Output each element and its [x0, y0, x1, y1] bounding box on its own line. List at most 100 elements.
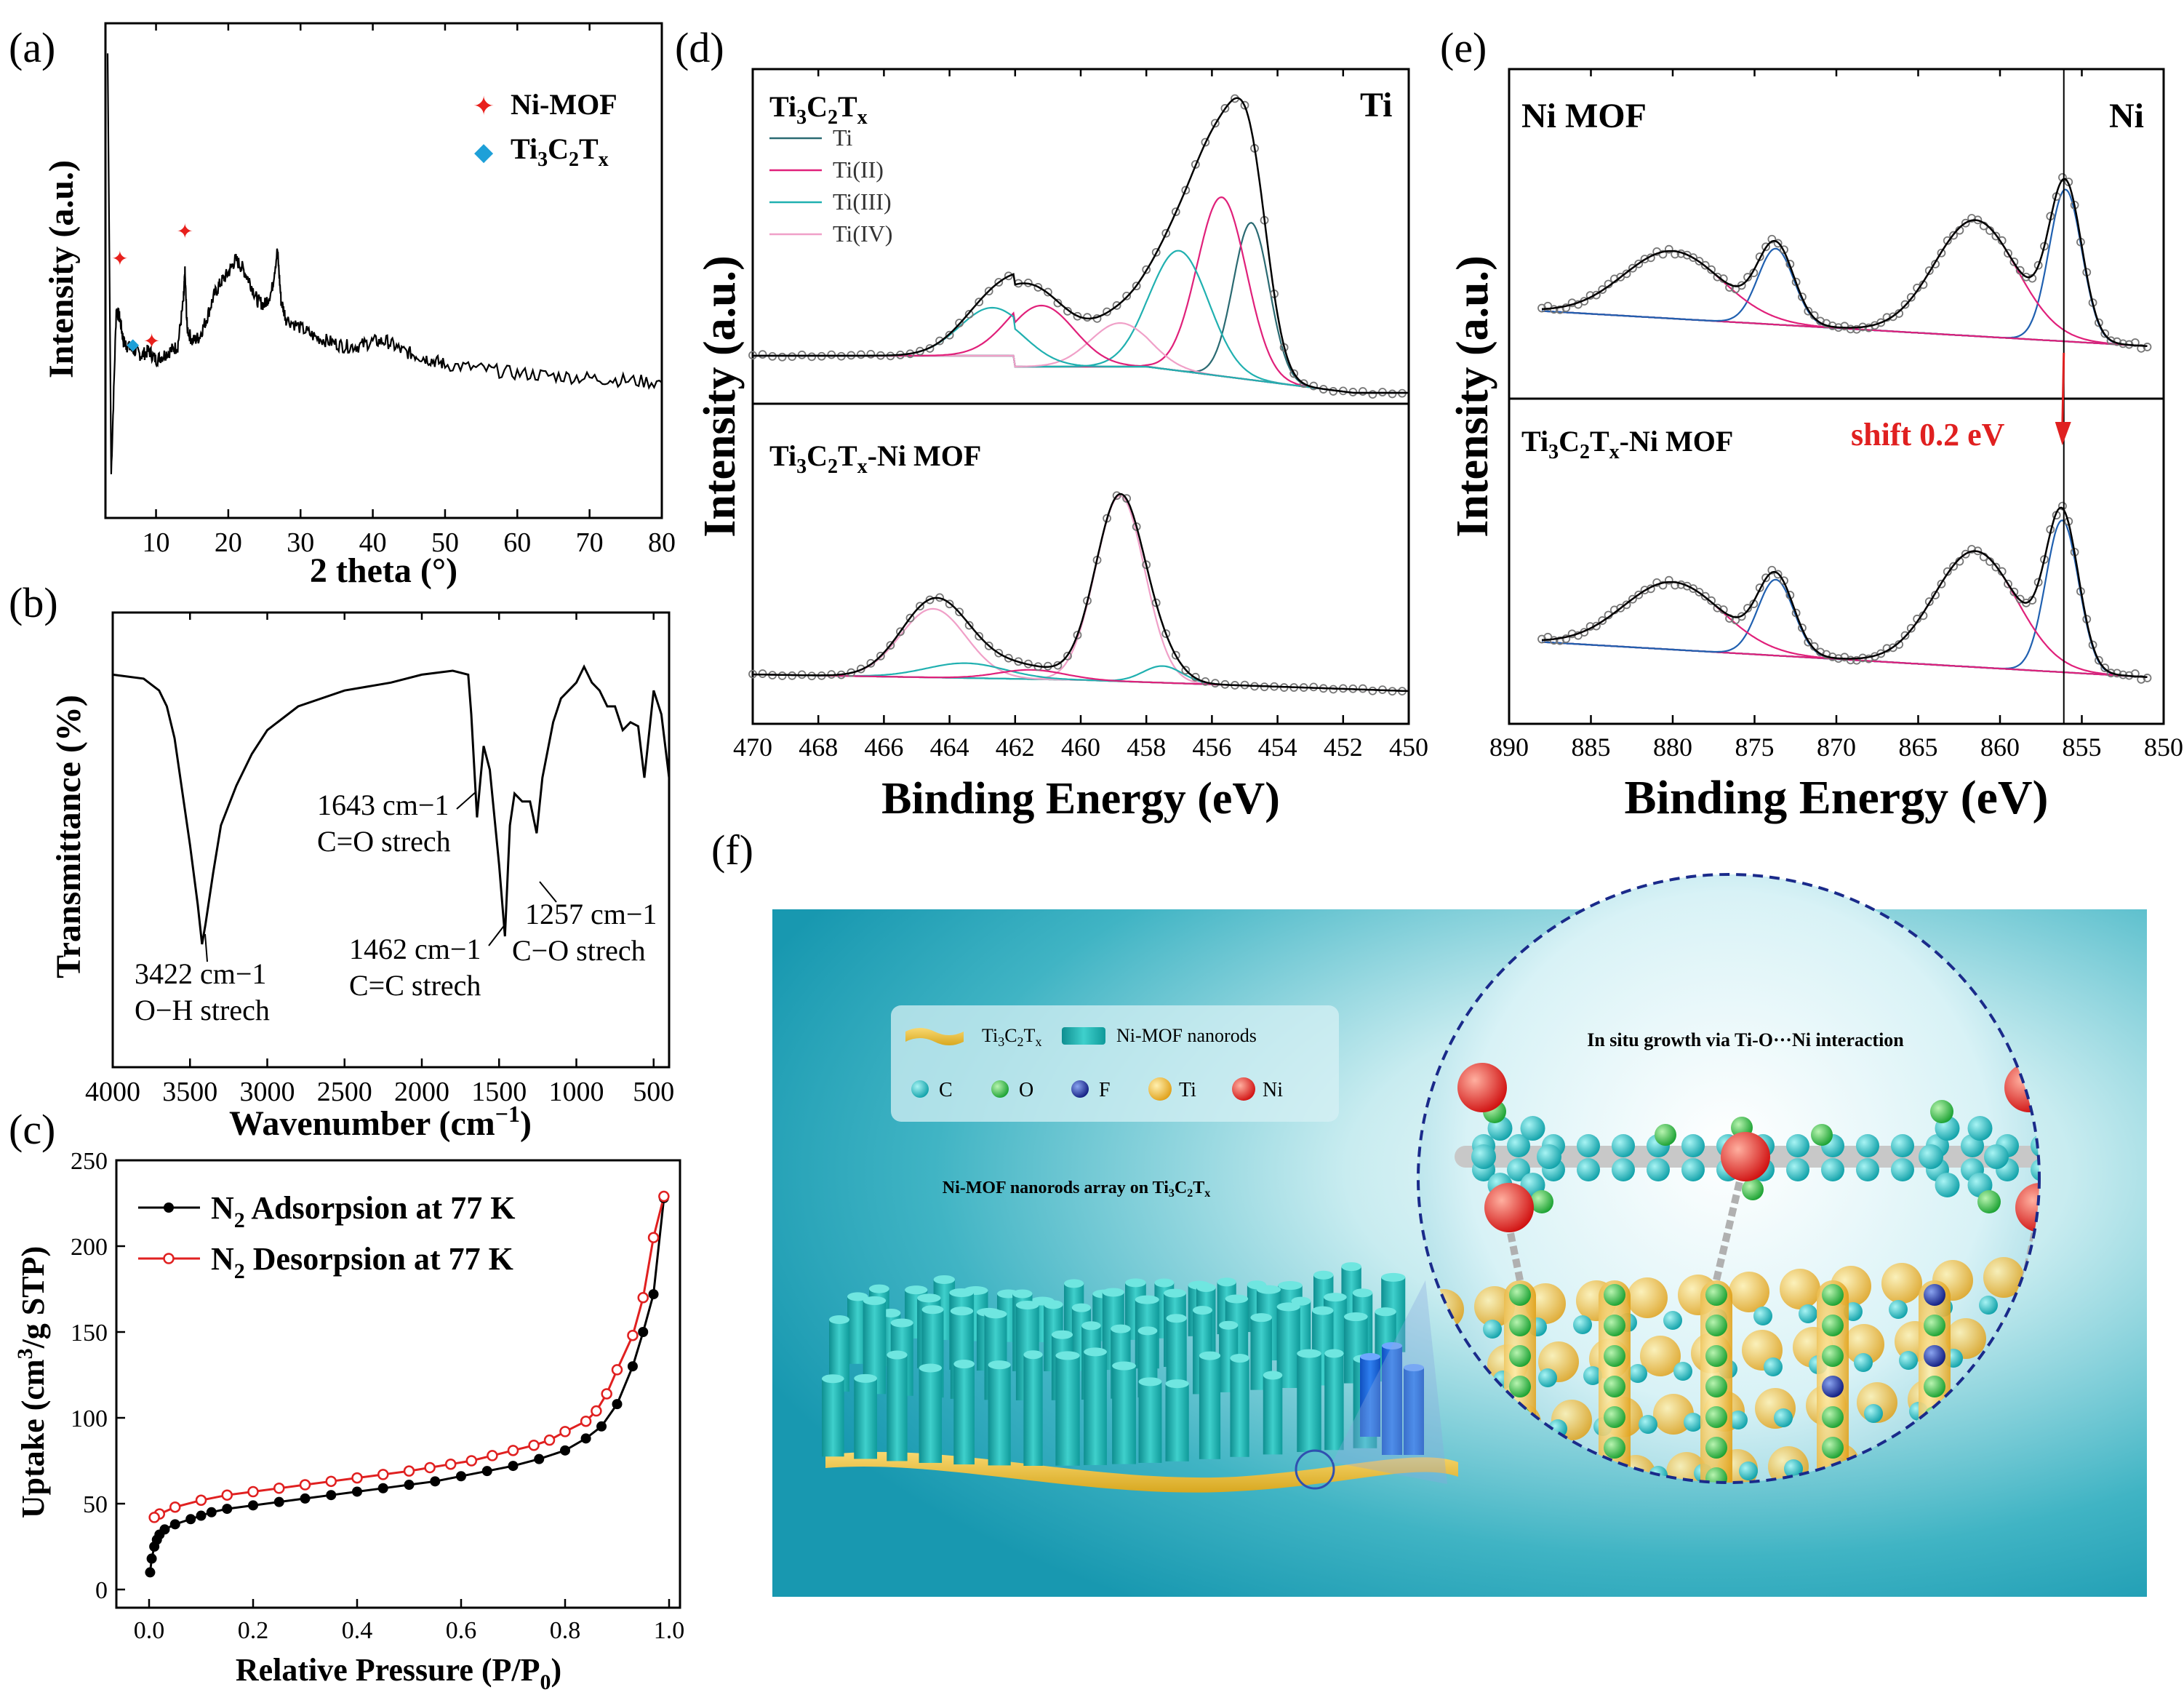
- nanorod-body: [1023, 1355, 1043, 1466]
- e-top-data-point: [1804, 306, 1813, 316]
- d-top-data-point: [1004, 271, 1013, 281]
- legend-label-ti-iv: Ti(IV): [833, 220, 892, 247]
- atom-legend-f-label: F: [1099, 1079, 1111, 1101]
- nanorod-top: [1154, 1278, 1175, 1288]
- legend-marker-adsorption: [164, 1203, 174, 1213]
- e-bottom-data-point: [1900, 631, 1910, 640]
- desorption-points: [148, 1190, 670, 1523]
- desorption-point: [591, 1405, 602, 1417]
- slab-c-atom: [1483, 1320, 1502, 1339]
- array-caption: Ni-MOF nanorods array on Ti3C2Tx: [943, 1178, 1211, 1200]
- e-bottom-fit: [1537, 501, 2152, 684]
- d-x-tick-label: 462: [996, 733, 1035, 762]
- e-bottom-data-point: [2033, 578, 2043, 587]
- adsorption-point: [273, 1496, 284, 1507]
- e-bottom-data-point: [1949, 562, 1959, 571]
- atom-legend: C O F Ti Ni: [911, 1077, 1283, 1101]
- e-top-data-point: [1991, 231, 2001, 241]
- e-top-data-point: [1640, 255, 1649, 263]
- e-bottom-data-point: [1561, 634, 1571, 643]
- d-bottom-data-point: [1112, 491, 1121, 500]
- d-top-data-point: [1112, 301, 1121, 310]
- plot-frame-a: [104, 22, 663, 519]
- b-x-tick-label: 1000: [549, 1077, 604, 1107]
- e-bottom-data-point: [1846, 655, 1855, 665]
- annotation-1462-wavenumber: 1462 cm−1: [349, 933, 481, 965]
- d-top-data-point: [1299, 379, 1308, 388]
- adsorption-point: [456, 1471, 466, 1482]
- linker-c-atom: [1647, 1158, 1670, 1181]
- e-bottom-data-point: [1592, 621, 1601, 631]
- e-x-tick-label: 865: [1899, 733, 1938, 762]
- d-top-data-point: [827, 350, 836, 359]
- plot-frame-c: [115, 1159, 681, 1609]
- e-top-data-point: [1700, 260, 1710, 270]
- e-x-tick-label: 860: [1980, 733, 2020, 762]
- c-x-tick-label: 0.2: [238, 1617, 269, 1644]
- e-element-label: Ni: [2109, 97, 2144, 135]
- slab-o-atom: [1604, 1284, 1625, 1306]
- nanorod-top: [1081, 1321, 1101, 1331]
- linker-c-atom: [1786, 1158, 1809, 1181]
- adsorption-point: [377, 1483, 388, 1493]
- panel-label-d: (d): [675, 24, 724, 71]
- desorption-curve: [153, 1196, 665, 1519]
- e-x-tick-label: 870: [1817, 733, 1856, 762]
- e-top-data-point: [1773, 239, 1783, 248]
- e-bottom-data-point: [2004, 579, 2012, 589]
- ring-c-atom: [1935, 1172, 1960, 1197]
- annotation-1643-wavenumber: 1643 cm−1: [317, 789, 449, 821]
- nanorod-body: [919, 1368, 943, 1463]
- d-bottom-data-point: [975, 631, 984, 641]
- e-top-data-point: [1695, 257, 1704, 266]
- desorption-point: [543, 1434, 556, 1446]
- nanorod-top: [1111, 1324, 1131, 1333]
- slab-c-atom: [1753, 1307, 1772, 1325]
- nanorod-top: [933, 1275, 956, 1284]
- slab-o-atom: [1705, 1284, 1727, 1306]
- d-top-data-point: [1044, 287, 1052, 297]
- adsorption-point: [596, 1421, 607, 1432]
- nanorod-top: [1219, 1320, 1239, 1330]
- d-bottom-data-point: [955, 607, 964, 617]
- axes-c: 0.0 0.2 0.4 0.6 0.8 1.0 0 50 100 150 200 250: [71, 1148, 684, 1644]
- nanorod: [1263, 1371, 1283, 1455]
- e-top-data-point: [1761, 242, 1770, 252]
- legend-ti3c2tx-text: Ti3C2Tx: [982, 1025, 1041, 1049]
- d-bottom-data-point: [896, 627, 905, 637]
- zoom-circle: [1295, 1449, 1335, 1490]
- xrd-peak-markers: ✦✦✦◆: [111, 220, 193, 353]
- nanorod: [988, 1360, 1011, 1466]
- annotation-1257-pointer: [539, 881, 557, 903]
- c-x-tick-label: 0.0: [134, 1617, 165, 1644]
- nanorod-top: [1084, 1347, 1107, 1357]
- ring-c-atom: [1537, 1144, 1561, 1169]
- highlighted-nanorod-body: [1382, 1346, 1402, 1455]
- d-top-data-point: [1073, 311, 1082, 321]
- e-top-data-point: [1900, 300, 1910, 309]
- nanorod-top: [1166, 1314, 1187, 1323]
- highlighted-nanorod: [1360, 1353, 1380, 1437]
- nanorod: [822, 1374, 844, 1457]
- nanorod: [887, 1350, 908, 1461]
- a-x-tick-label: 80: [648, 527, 676, 558]
- c-y-tick-label: 200: [71, 1234, 108, 1261]
- ftir-annotations: 3422 cm−1 O−H strech 1643 cm−1 C=O strec…: [135, 789, 657, 1026]
- adsorption-points: [145, 1192, 669, 1578]
- d-top-data-point: [964, 310, 974, 319]
- slab-c-atom: [1538, 1368, 1557, 1387]
- slab-c-atom: [1628, 1364, 1647, 1383]
- d-bottom-data-point: [1132, 522, 1141, 531]
- slab-o-atom: [1705, 1467, 1727, 1483]
- shift-annotation: shift 0.2 eV: [1851, 417, 2005, 452]
- e-bottom-data-point: [1804, 637, 1813, 647]
- panel-label-c: (c): [9, 1106, 55, 1153]
- nanorod-top: [1044, 1300, 1063, 1309]
- linker-c-atom: [1507, 1134, 1530, 1157]
- linker-c-atom: [1577, 1134, 1600, 1157]
- nanorod-top: [1297, 1349, 1321, 1358]
- e-bottom-data-point: [1924, 597, 1934, 606]
- x-axis-label-e: Binding Energy (eV): [1624, 771, 2048, 824]
- e-top-data-point: [1713, 272, 1722, 282]
- legend-label-desorption: N2 Desorpsion at 77 K: [211, 1241, 513, 1283]
